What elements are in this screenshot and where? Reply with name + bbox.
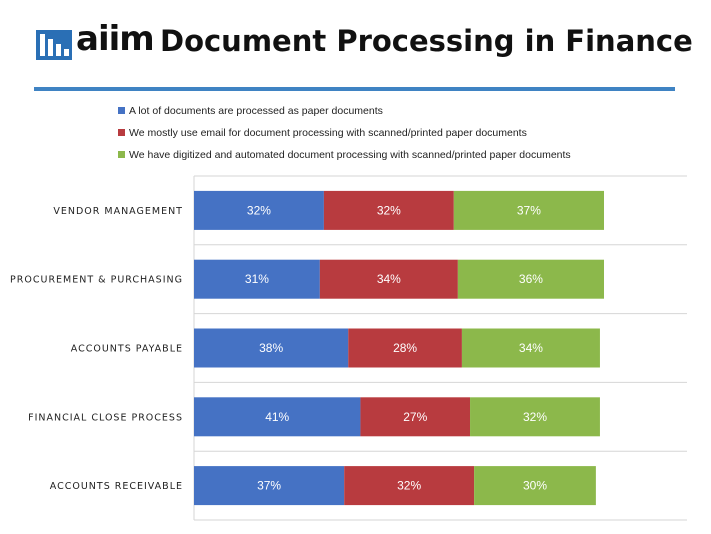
bar-segment [360, 397, 471, 437]
logo-wordmark: aiim [76, 19, 155, 59]
bar-segment [344, 466, 475, 506]
category-label: VENDOR MANAGEMENT [53, 206, 183, 217]
data-label: 41% [265, 410, 289, 424]
bar-segment [194, 190, 324, 230]
data-label: 34% [377, 272, 401, 286]
header: aiim Document Processing in Finance [0, 0, 711, 95]
title-divider [34, 87, 675, 91]
bar-segment [194, 466, 345, 506]
legend-label: We mostly use email for document process… [129, 127, 527, 139]
data-label: 38% [259, 341, 283, 355]
bar-segment [194, 397, 361, 437]
data-label: 30% [523, 479, 547, 493]
aiim-logo-icon [36, 30, 72, 60]
bar-segment [474, 466, 596, 506]
page-title: Document Processing in Finance [160, 24, 693, 58]
data-label: 32% [523, 410, 547, 424]
data-label: 31% [245, 272, 269, 286]
data-label: 37% [517, 203, 541, 217]
bar-segment [323, 190, 454, 230]
data-label: 32% [397, 479, 421, 493]
legend-swatch [118, 107, 125, 114]
bar-segment [461, 328, 600, 368]
category-label: PROCUREMENT & PURCHASING [10, 275, 183, 286]
data-label: 36% [519, 272, 543, 286]
data-label: 27% [403, 410, 427, 424]
data-label: 32% [377, 203, 401, 217]
legend-label: We have digitized and automated document… [129, 149, 571, 161]
bar-segment [470, 397, 600, 437]
bar-segment [319, 259, 458, 299]
data-label: 34% [519, 341, 543, 355]
category-label: FINANCIAL CLOSE PROCESS [28, 412, 183, 423]
data-label: 37% [257, 479, 281, 493]
bar-segment [453, 190, 604, 230]
data-label: 28% [393, 341, 417, 355]
bar-segment [348, 328, 462, 368]
bar-segment [194, 328, 349, 368]
bar-segment [194, 259, 320, 299]
bar-segment [457, 259, 604, 299]
category-label: ACCOUNTS PAYABLE [71, 344, 183, 355]
data-label: 32% [247, 203, 271, 217]
legend-label: A lot of documents are processed as pape… [129, 105, 383, 117]
legend-swatch [118, 129, 125, 136]
legend-swatch [118, 151, 125, 158]
category-label: ACCOUNTS RECEIVABLE [50, 481, 183, 492]
